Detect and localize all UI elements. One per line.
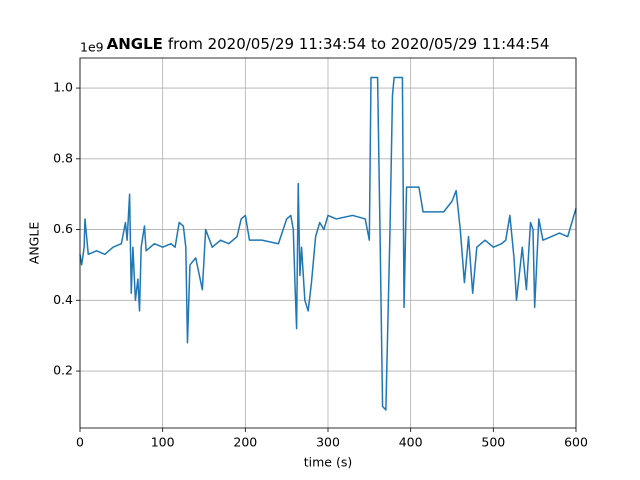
plot-frame	[79, 57, 577, 429]
x-tick-label: 600	[564, 435, 588, 450]
data-line	[79, 76, 577, 411]
x-tick-label: 100	[151, 435, 175, 450]
y-tick-label: 1.0	[53, 80, 73, 95]
title-bold: ANGLE	[107, 35, 163, 53]
y-tick-label: 0.8	[53, 150, 73, 165]
y-tick-label: 0.2	[53, 363, 73, 378]
title-rest: from 2020/05/29 11:34:54 to 2020/05/29 1…	[168, 35, 549, 53]
x-tick-label: 500	[481, 435, 505, 450]
x-tick-label: 0	[76, 435, 84, 450]
x-tick-label: 300	[316, 435, 340, 450]
x-axis-label: time (s)	[304, 455, 352, 470]
y-tick-label: 0.6	[53, 221, 73, 236]
x-tick-label: 200	[233, 435, 257, 450]
y-offset-text: 1e9	[80, 40, 104, 55]
y-tick-label: 0.4	[53, 292, 73, 307]
x-tick-label: 400	[399, 435, 423, 450]
chart-title: ANGLE from 2020/05/29 11:34:54 to 2020/05…	[107, 35, 550, 53]
y-axis-label: ANGLE	[27, 222, 42, 265]
